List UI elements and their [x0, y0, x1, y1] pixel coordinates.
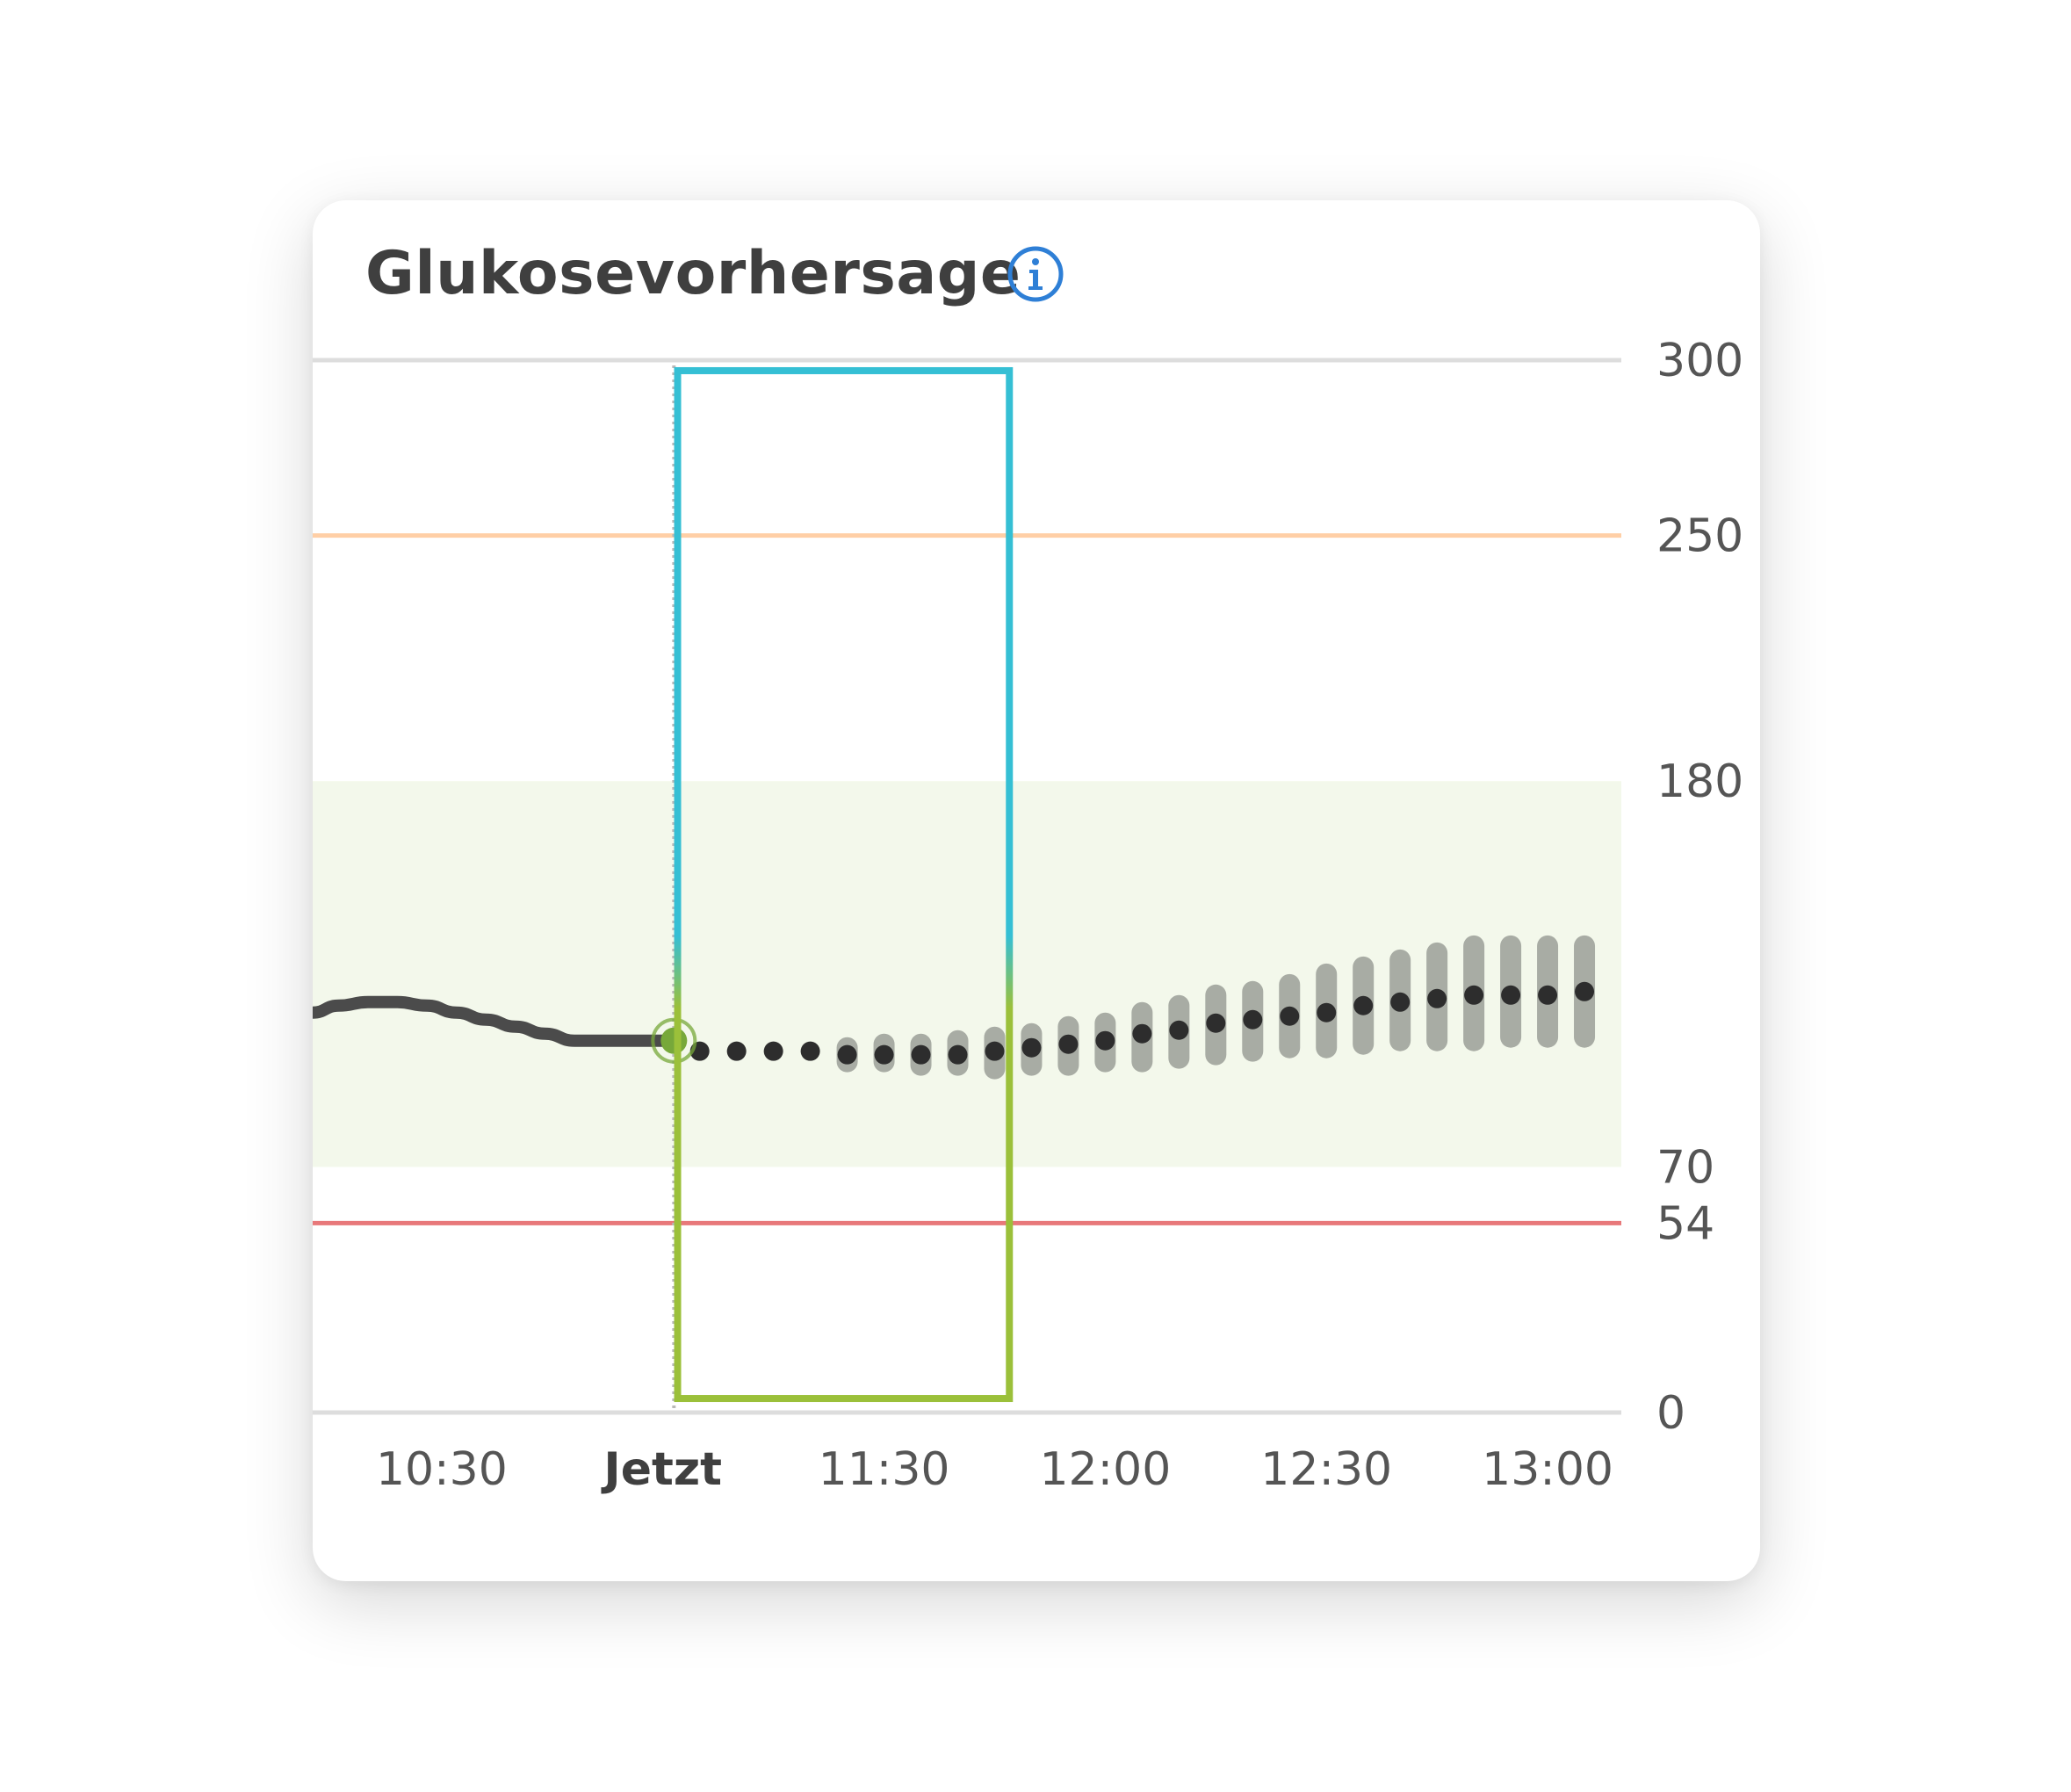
forecast-point	[1575, 981, 1595, 1001]
forecast-point	[874, 1044, 894, 1065]
widget-title: Glukosevorhersage	[365, 239, 1021, 308]
forecast-point	[1390, 992, 1411, 1012]
glucose-history-line	[313, 995, 681, 1047]
target-range-band	[313, 781, 1621, 1167]
x-tick-label: Jetzt	[601, 1443, 722, 1496]
forecast-point	[1058, 1034, 1079, 1054]
current-glucose-ring	[651, 1017, 697, 1064]
forecast-point	[1132, 1023, 1152, 1044]
y-tick-label: 70	[1656, 1141, 1714, 1194]
y-tick-label: 180	[1656, 755, 1743, 808]
forecast-point	[1353, 995, 1374, 1015]
x-tick-label: 10:30	[376, 1443, 508, 1496]
forecast-point	[837, 1044, 857, 1065]
forecast-point	[1169, 1020, 1189, 1040]
info-circle-icon[interactable]	[1007, 245, 1064, 303]
y-tick-label: 0	[1656, 1387, 1685, 1440]
x-tick-label: 13:00	[1482, 1443, 1613, 1496]
forecast-point	[800, 1041, 820, 1061]
forecast-point	[1206, 1013, 1226, 1033]
y-tick-label: 250	[1656, 510, 1743, 563]
y-tick-label: 300	[1656, 335, 1743, 387]
forecast-point	[1021, 1037, 1042, 1058]
forecast-point	[1243, 1009, 1263, 1030]
forecast-point	[726, 1041, 747, 1061]
y-tick-label: 54	[1656, 1197, 1714, 1250]
current-glucose-point	[660, 1027, 688, 1054]
forecast-point	[911, 1044, 931, 1065]
forecast-point	[985, 1041, 1005, 1061]
forecast-point	[1501, 985, 1521, 1005]
forecast-point	[1317, 1002, 1337, 1022]
forecast-point	[1095, 1030, 1115, 1051]
highlight-window-box	[674, 366, 1014, 1403]
x-tick-label: 12:00	[1039, 1443, 1171, 1496]
forecast-point	[1427, 988, 1447, 1008]
x-tick-label: 12:30	[1260, 1443, 1392, 1496]
forecast-point	[1538, 985, 1558, 1005]
forecast-point	[948, 1044, 968, 1065]
forecast-point	[1280, 1006, 1300, 1026]
glucose-forecast-card: Glukosevorhersage 300 250 180 70 54 0 10:30 Jet…	[313, 200, 1760, 1581]
x-tick-label: 11:30	[819, 1443, 950, 1496]
forecast-point	[763, 1041, 783, 1061]
forecast-point	[1464, 985, 1484, 1005]
